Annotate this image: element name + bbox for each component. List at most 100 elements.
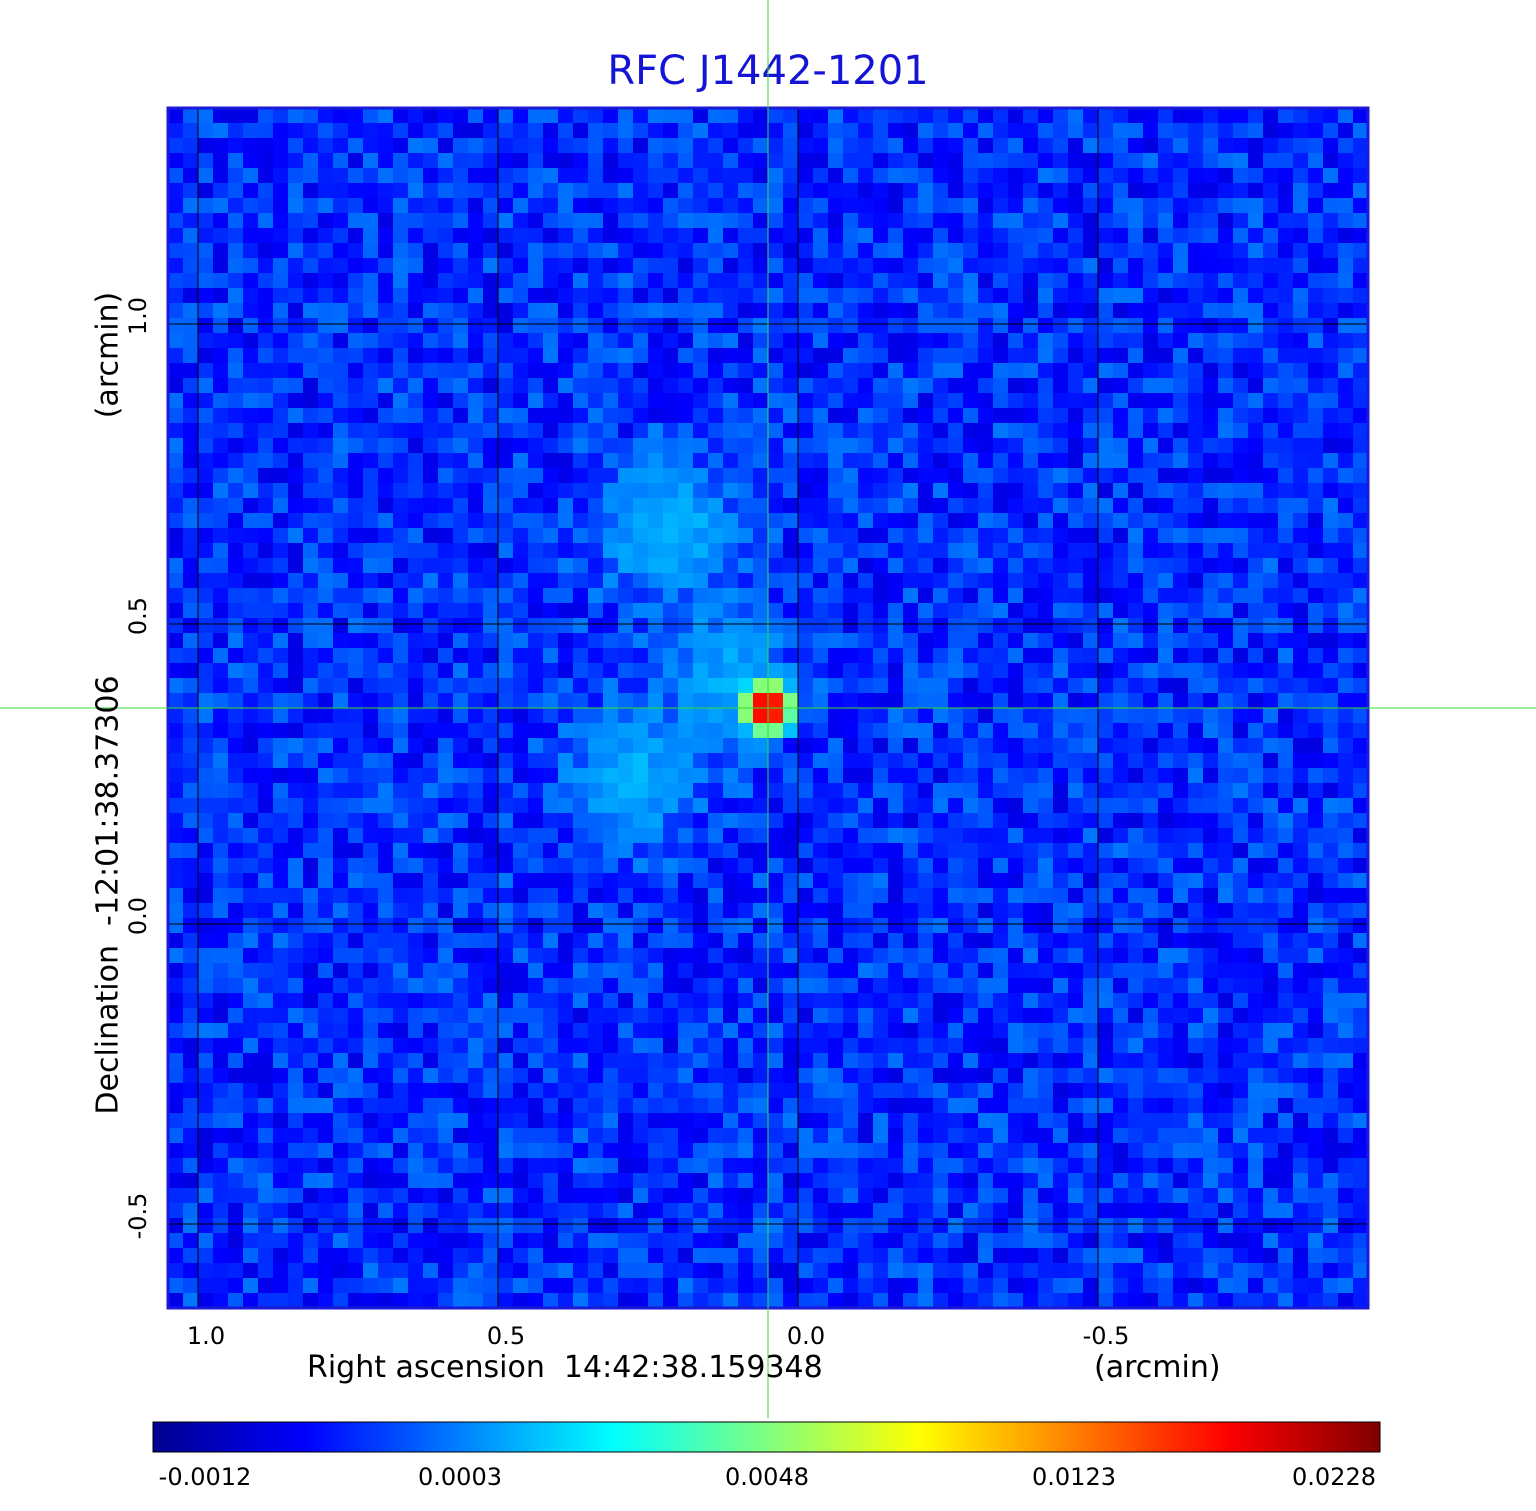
heatmap-cell: [528, 678, 544, 694]
heatmap-cell: [483, 123, 499, 139]
heatmap-cell: [1053, 963, 1069, 979]
heatmap-cell: [693, 558, 709, 574]
heatmap-cell: [1248, 348, 1264, 364]
heatmap-cell: [183, 378, 199, 394]
heatmap-cell: [243, 933, 259, 949]
heatmap-cell: [1248, 138, 1264, 154]
heatmap-cell: [528, 138, 544, 154]
heatmap-cell: [768, 633, 784, 649]
heatmap-cell: [1128, 348, 1144, 364]
heatmap-cell: [693, 393, 709, 409]
heatmap-cell: [978, 303, 994, 319]
heatmap-cell: [1323, 243, 1339, 259]
heatmap-cell: [1188, 453, 1204, 469]
heatmap-cell: [228, 423, 244, 439]
heatmap-cell: [663, 693, 679, 709]
heatmap-cell: [1053, 213, 1069, 229]
heatmap-cell: [273, 528, 289, 544]
heatmap-cell: [318, 258, 334, 274]
heatmap-cell: [1008, 738, 1024, 754]
heatmap-cell: [273, 813, 289, 829]
heatmap-cell: [933, 708, 949, 724]
heatmap-cell: [903, 528, 919, 544]
heatmap-cell: [918, 228, 934, 244]
heatmap-cell: [783, 153, 799, 169]
heatmap-cell: [648, 723, 664, 739]
heatmap-cell: [1173, 588, 1189, 604]
heatmap-cell: [1038, 798, 1054, 814]
heatmap-cell: [1323, 723, 1339, 739]
heatmap-cell: [888, 888, 904, 904]
heatmap-cell: [498, 468, 514, 484]
heatmap-cell: [648, 558, 664, 574]
heatmap-cell: [1323, 333, 1339, 349]
heatmap-cell: [333, 708, 349, 724]
heatmap-cell: [588, 918, 604, 934]
heatmap-cell: [1188, 693, 1204, 709]
heatmap-cell: [858, 978, 874, 994]
heatmap-cell: [1068, 768, 1084, 784]
heatmap-cell: [1053, 183, 1069, 199]
heatmap-cell: [918, 513, 934, 529]
heatmap-cell: [753, 963, 769, 979]
heatmap-cell: [618, 678, 634, 694]
heatmap-cell: [1203, 183, 1219, 199]
heatmap-cell: [228, 243, 244, 259]
heatmap-cell: [963, 888, 979, 904]
heatmap-cell: [888, 453, 904, 469]
heatmap-cell: [1278, 558, 1294, 574]
heatmap-cell: [873, 693, 889, 709]
heatmap-cell: [483, 198, 499, 214]
heatmap-cell: [1338, 498, 1354, 514]
heatmap-cell: [678, 843, 694, 859]
heatmap-cell: [528, 753, 544, 769]
heatmap-cell: [1038, 528, 1054, 544]
heatmap-cell: [1158, 333, 1174, 349]
heatmap-cell: [543, 198, 559, 214]
heatmap-cell: [198, 108, 214, 124]
heatmap-cell: [768, 378, 784, 394]
heatmap-cell: [1263, 393, 1279, 409]
heatmap-cell: [1263, 798, 1279, 814]
heatmap-cell: [1023, 288, 1039, 304]
heatmap-cell: [1338, 258, 1354, 274]
heatmap-cell: [1008, 903, 1024, 919]
heatmap-cell: [1128, 663, 1144, 679]
heatmap-cell: [438, 168, 454, 184]
heatmap-cell: [273, 543, 289, 559]
heatmap-cell: [1023, 363, 1039, 379]
heatmap-cell: [783, 333, 799, 349]
heatmap-cell: [543, 333, 559, 349]
heatmap-cell: [693, 888, 709, 904]
heatmap-cell: [1233, 213, 1249, 229]
heatmap-cell: [1353, 453, 1369, 469]
heatmap-cell: [513, 273, 529, 289]
heatmap-cell: [783, 1008, 799, 1024]
heatmap-cell: [513, 828, 529, 844]
heatmap-cell: [1278, 198, 1294, 214]
heatmap-cell: [1218, 273, 1234, 289]
heatmap-cell: [603, 708, 619, 724]
heatmap-cell: [1323, 228, 1339, 244]
heatmap-cell: [948, 573, 964, 589]
heatmap-cell: [1218, 918, 1234, 934]
heatmap-cell: [528, 123, 544, 139]
heatmap-cell: [213, 1023, 229, 1039]
heatmap-cell: [528, 288, 544, 304]
heatmap-cell: [273, 498, 289, 514]
heatmap-cell: [213, 243, 229, 259]
heatmap-cell: [738, 783, 754, 799]
heatmap-cell: [1023, 1008, 1039, 1024]
heatmap-cell: [1158, 288, 1174, 304]
heatmap-cell: [1158, 948, 1174, 964]
heatmap-cell: [528, 108, 544, 124]
heatmap-cell: [1158, 303, 1174, 319]
heatmap-cell: [1293, 588, 1309, 604]
heatmap-cell: [183, 708, 199, 724]
heatmap-cell: [1128, 813, 1144, 829]
heatmap-cell: [1338, 738, 1354, 754]
heatmap-cell: [888, 513, 904, 529]
heatmap-cell: [393, 1038, 409, 1054]
heatmap-cell: [228, 918, 244, 934]
heatmap-cell: [543, 693, 559, 709]
